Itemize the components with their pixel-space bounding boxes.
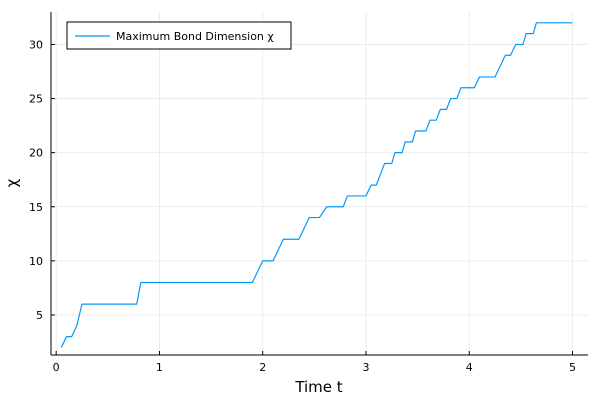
y-tick-label: 25 bbox=[29, 93, 43, 106]
x-tick-label: 3 bbox=[362, 361, 369, 374]
x-tick-label: 4 bbox=[466, 361, 473, 374]
x-tick-label: 2 bbox=[259, 361, 266, 374]
y-ticks: 5 10 15 20 25 30 bbox=[29, 38, 55, 322]
y-tick-label: 20 bbox=[29, 147, 43, 160]
y-tick-label: 30 bbox=[29, 38, 43, 51]
axes bbox=[50, 12, 588, 356]
y-tick-label: 5 bbox=[36, 309, 43, 322]
legend: Maximum Bond Dimension χ bbox=[66, 21, 292, 50]
legend-label-series-0: Maximum Bond Dimension χ bbox=[116, 30, 274, 43]
x-axis-title: Time t bbox=[294, 378, 342, 396]
x-ticks: 0 1 2 3 4 5 bbox=[53, 351, 576, 374]
x-tick-label: 0 bbox=[53, 361, 60, 374]
y-tick-label: 10 bbox=[29, 255, 43, 268]
series-layer bbox=[60, 22, 573, 348]
y-tick-label: 15 bbox=[29, 201, 43, 214]
y-axis-title: χ bbox=[3, 178, 21, 187]
x-tick-label: 5 bbox=[569, 361, 576, 374]
x-tick-label: 1 bbox=[156, 361, 163, 374]
series-line-0 bbox=[60, 22, 573, 348]
